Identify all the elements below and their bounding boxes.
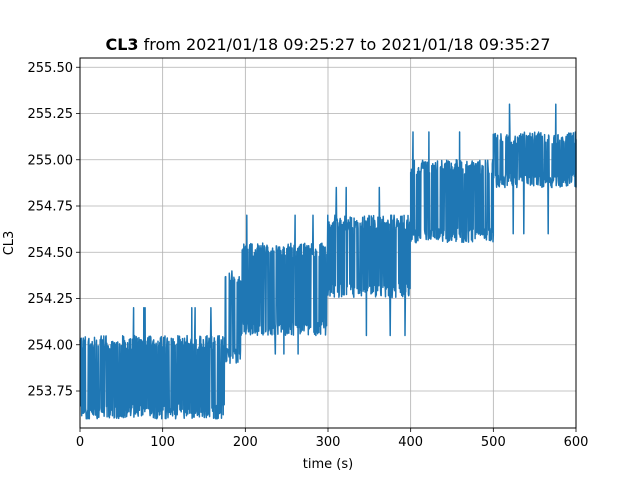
y-tick-label: 254.75 <box>28 200 74 215</box>
data-series-cl3 <box>79 103 577 420</box>
x-tick-label: 500 <box>481 435 506 450</box>
x-tick-label: 0 <box>76 435 84 450</box>
x-tick-label: 400 <box>398 435 423 450</box>
chart-title-series: CL3 <box>105 35 138 54</box>
axis-ticks: 0 100 200 300 400 500 600 253.75 254.00 254.25 254… <box>28 61 589 450</box>
y-tick-label: 254.25 <box>28 292 74 307</box>
y-tick-label: 254.00 <box>28 338 74 353</box>
y-tick-label: 255.25 <box>28 107 74 122</box>
y-tick-label: 255.00 <box>28 153 74 168</box>
y-tick-label: 255.50 <box>28 61 74 76</box>
x-tick-label: 200 <box>233 435 258 450</box>
x-axis-label: time (s) <box>303 457 353 472</box>
y-tick-label: 253.75 <box>28 385 74 400</box>
chart-title: CL3 from 2021/01/18 09:25:27 to 2021/01/… <box>105 35 550 54</box>
chart-title-range: from 2021/01/18 09:25:27 to 2021/01/18 0… <box>144 35 551 54</box>
series-line <box>79 103 577 420</box>
x-tick-label: 300 <box>316 435 341 450</box>
x-tick-label: 100 <box>150 435 175 450</box>
x-tick-label: 600 <box>564 435 589 450</box>
y-tick-label: 254.50 <box>28 246 74 261</box>
y-axis-label: CL3 <box>2 231 17 256</box>
